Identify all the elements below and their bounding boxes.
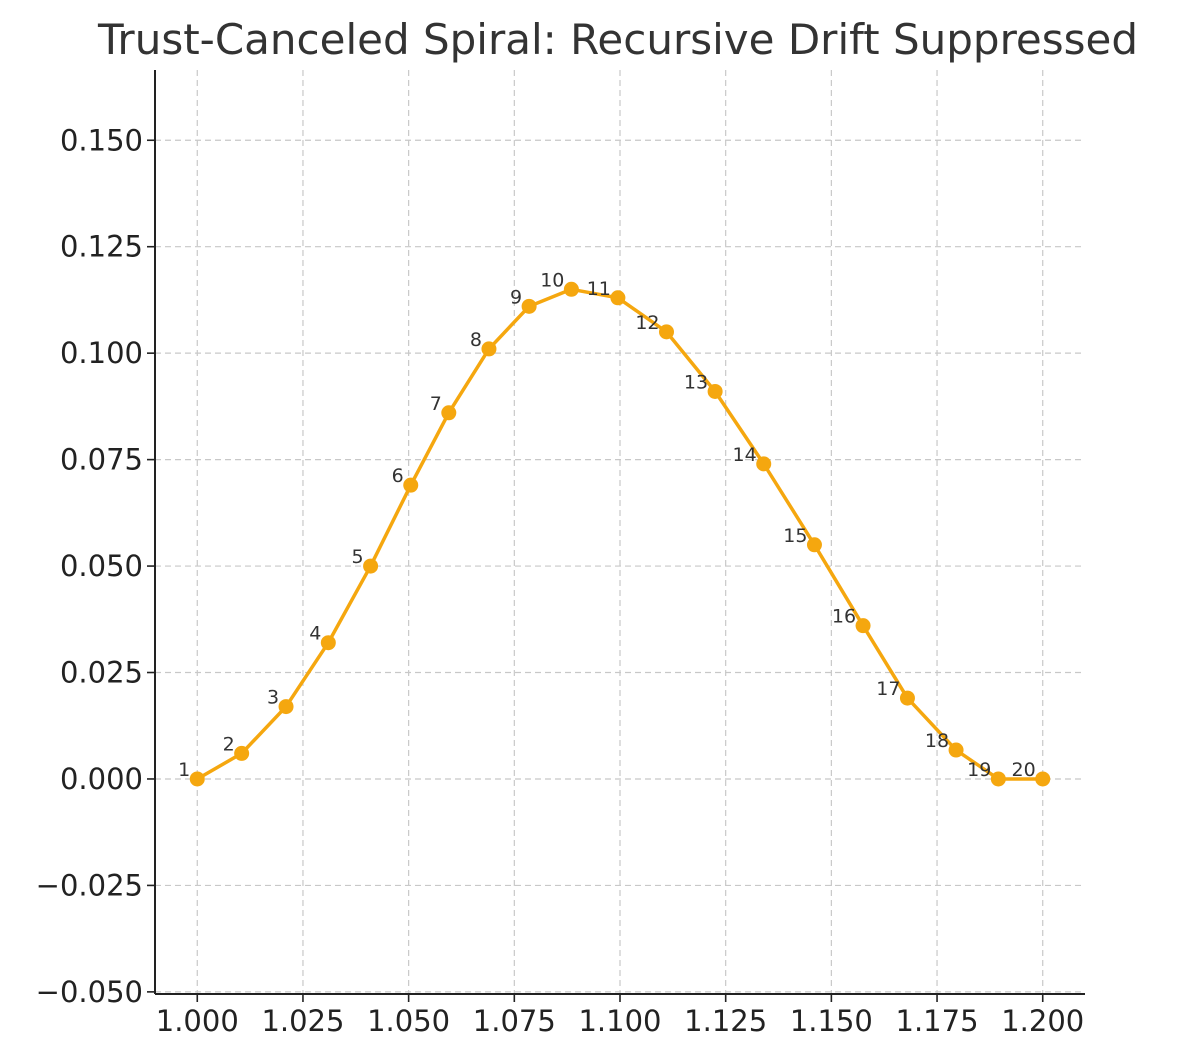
point-label: 5 — [351, 546, 363, 568]
y-tick-label: 0.000 — [60, 762, 143, 796]
point-label: 1 — [178, 759, 190, 781]
data-point — [481, 341, 497, 357]
y-tick-label: 0.150 — [60, 123, 143, 157]
point-label: 20 — [1012, 759, 1036, 781]
data-point — [563, 281, 579, 297]
data-point — [990, 771, 1006, 787]
data-point — [320, 635, 336, 651]
y-tick-label: −0.025 — [36, 868, 143, 902]
point-label: 11 — [587, 278, 611, 300]
x-tick-label: 1.100 — [578, 1004, 661, 1038]
point-label: 4 — [309, 623, 321, 645]
data-point — [806, 537, 822, 553]
point-label: 12 — [635, 312, 659, 334]
y-tick-label: 0.125 — [60, 230, 143, 264]
y-tick-label: 0.075 — [60, 443, 143, 477]
point-label: 16 — [832, 606, 856, 628]
data-point — [441, 405, 457, 421]
x-tick-label: 1.125 — [684, 1004, 767, 1038]
point-label: 14 — [733, 444, 757, 466]
point-label: 2 — [223, 733, 235, 755]
data-point — [403, 477, 419, 493]
data-point — [610, 290, 626, 306]
data-point — [234, 745, 250, 761]
y-tick-label: −0.050 — [36, 975, 143, 1009]
data-point — [899, 690, 915, 706]
point-label: 13 — [684, 371, 708, 393]
data-point — [521, 298, 537, 314]
y-tick-label: 0.050 — [60, 549, 143, 583]
y-tick-label: 0.100 — [60, 336, 143, 370]
point-label: 8 — [470, 329, 482, 351]
y-tick-label: 0.025 — [60, 656, 143, 690]
data-point — [756, 456, 772, 472]
point-label: 7 — [430, 393, 442, 415]
ticks: 1.000 1.025 1.050 1.075 1.100 1.125 1.150 1.175… — [36, 123, 1085, 1038]
data-point — [707, 383, 723, 399]
grid — [155, 70, 1085, 994]
data-point — [1035, 771, 1051, 787]
series-layer — [189, 281, 1051, 787]
point-label: 10 — [540, 269, 564, 291]
point-label: 17 — [876, 678, 900, 700]
data-point — [948, 742, 964, 758]
point-label: 18 — [925, 730, 949, 752]
point-label: 19 — [967, 759, 991, 781]
x-tick-label: 1.000 — [156, 1004, 239, 1038]
data-point — [855, 618, 871, 634]
x-tick-label: 1.150 — [790, 1004, 873, 1038]
data-point — [363, 558, 379, 574]
x-tick-label: 1.175 — [896, 1004, 979, 1038]
x-tick-label: 1.200 — [1001, 1004, 1084, 1038]
data-point — [189, 771, 205, 787]
data-point — [659, 324, 674, 340]
x-tick-label: 1.025 — [261, 1004, 344, 1038]
x-tick-label: 1.050 — [367, 1004, 450, 1038]
point-label: 9 — [510, 286, 522, 308]
point-label: 3 — [267, 687, 279, 709]
chart-title: Trust-Canceled Spiral: Recursive Drift S… — [97, 15, 1138, 64]
point-label: 6 — [392, 465, 404, 487]
data-point — [278, 699, 294, 715]
point-label: 15 — [783, 525, 807, 547]
series-line — [196, 287, 1043, 781]
x-tick-label: 1.075 — [473, 1004, 556, 1038]
